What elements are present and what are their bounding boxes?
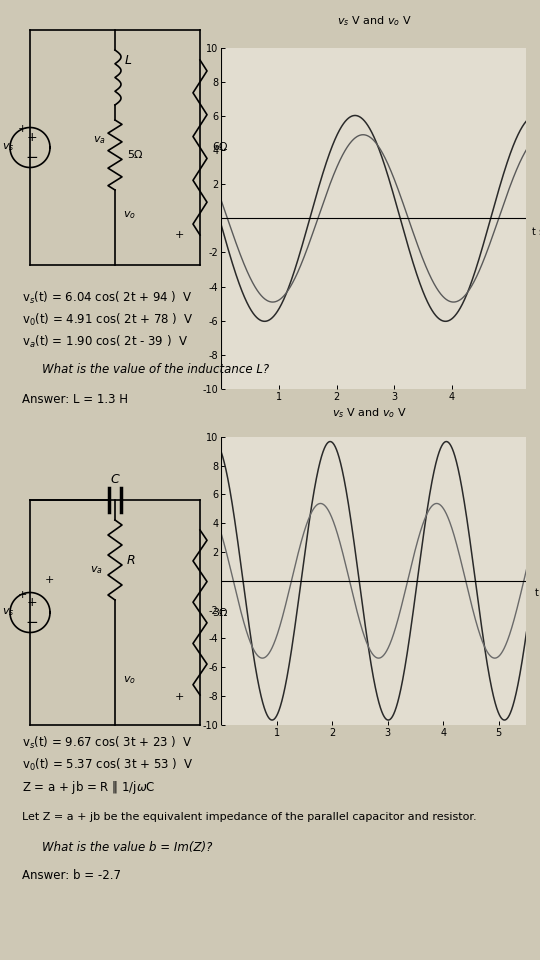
Text: t sec: t sec — [532, 227, 540, 237]
Text: What is the value b = Im(Z)?: What is the value b = Im(Z)? — [42, 841, 212, 853]
Text: +: + — [26, 596, 37, 609]
Text: Z = a + jb = R $\|$ 1/j$\omega$C: Z = a + jb = R $\|$ 1/j$\omega$C — [22, 779, 156, 796]
Text: −: − — [25, 615, 38, 630]
Text: +: + — [17, 589, 26, 599]
Text: v$_0$(t) = 4.91 cos( 2t + 78 )  V: v$_0$(t) = 4.91 cos( 2t + 78 ) V — [22, 312, 194, 328]
Text: Let Z = a + jb be the equivalent impedance of the parallel capacitor and resisto: Let Z = a + jb be the equivalent impedan… — [22, 812, 477, 822]
Text: $v_s$ V and $v_o$ V: $v_s$ V and $v_o$ V — [332, 406, 407, 420]
Text: 3Ω: 3Ω — [212, 608, 227, 617]
Text: v$_s$(t) = 9.67 cos( 3t + 23 )  V: v$_s$(t) = 9.67 cos( 3t + 23 ) V — [22, 735, 193, 751]
Text: +: + — [17, 125, 26, 134]
Text: What is the value of the inductance L?: What is the value of the inductance L? — [42, 363, 269, 375]
Text: $v_s$: $v_s$ — [2, 607, 14, 618]
Text: Answer: L = 1.3 H: Answer: L = 1.3 H — [22, 394, 128, 406]
Text: −: − — [25, 150, 38, 165]
Text: L: L — [125, 54, 132, 66]
Text: +: + — [26, 131, 37, 144]
Text: +: + — [175, 692, 184, 702]
Text: v$_0$(t) = 5.37 cos( 3t + 53 )  V: v$_0$(t) = 5.37 cos( 3t + 53 ) V — [22, 757, 194, 773]
Text: $v_s$ V and $v_o$ V: $v_s$ V and $v_o$ V — [336, 13, 411, 28]
Text: +: + — [175, 230, 184, 240]
Text: 5Ω: 5Ω — [127, 150, 143, 160]
Text: $v_a$: $v_a$ — [90, 564, 103, 576]
Text: v$_a$(t) = 1.90 cos( 2t - 39 )  V: v$_a$(t) = 1.90 cos( 2t - 39 ) V — [22, 334, 188, 350]
Text: 6Ω: 6Ω — [212, 142, 227, 153]
Text: $v_s$: $v_s$ — [2, 142, 14, 154]
Text: $v_o$: $v_o$ — [123, 209, 136, 221]
Text: v$_s$(t) = 6.04 cos( 2t + 94 )  V: v$_s$(t) = 6.04 cos( 2t + 94 ) V — [22, 290, 193, 306]
Text: C: C — [111, 473, 119, 486]
Text: t sec: t sec — [535, 588, 540, 598]
Text: $v_o$: $v_o$ — [123, 674, 136, 685]
Text: +: + — [45, 575, 55, 585]
Text: Answer: b = -2.7: Answer: b = -2.7 — [22, 869, 121, 882]
Text: R: R — [127, 554, 136, 566]
Text: $v_a$: $v_a$ — [93, 134, 106, 146]
